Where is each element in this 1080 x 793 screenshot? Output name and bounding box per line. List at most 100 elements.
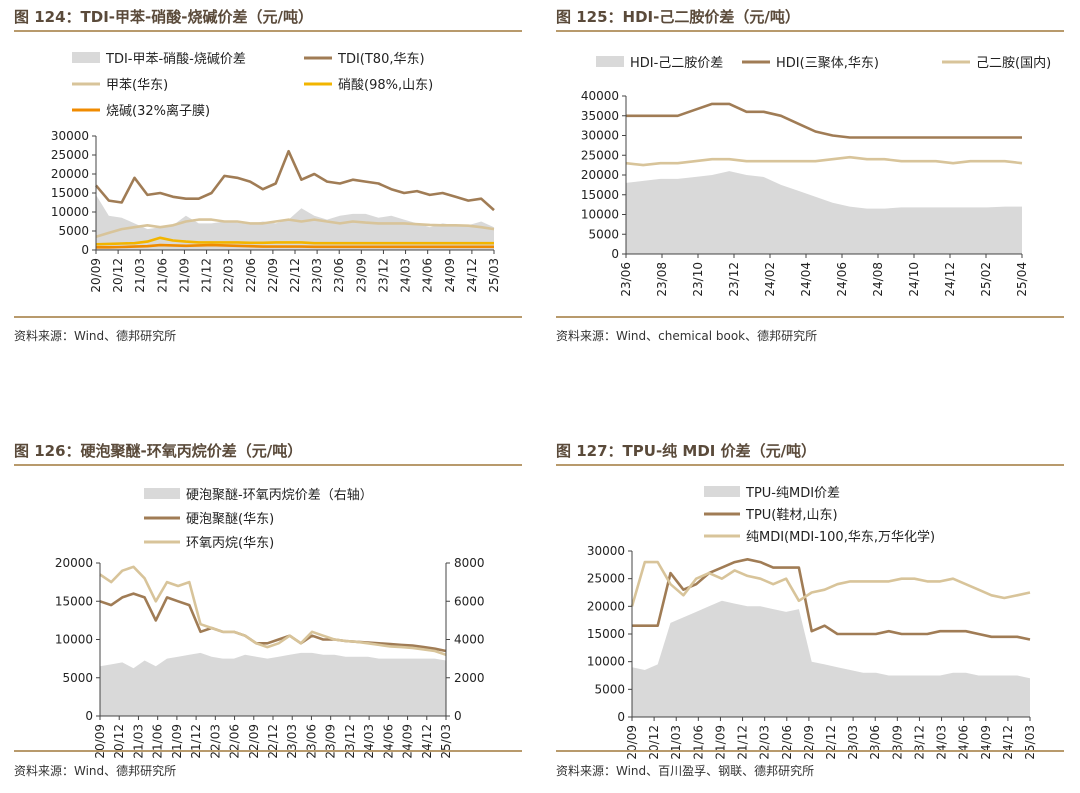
source-note: 资料来源：Wind、chemical book、德邦研究所 xyxy=(556,329,818,343)
x-tick-label: 22/09 xyxy=(802,725,816,760)
x-tick-label: 20/09 xyxy=(93,724,107,759)
source-note: 资料来源：Wind、百川盈孚、钢联、德邦研究所 xyxy=(556,764,815,778)
x-tick-label: 23/06 xyxy=(619,262,633,297)
chart-title: 图 127：TPU-纯 MDI 价差（元/吨） xyxy=(556,442,817,460)
x-tick-label: 20/12 xyxy=(647,725,661,760)
x-tick-label: 23/09 xyxy=(354,258,368,293)
legend-swatch xyxy=(72,52,100,63)
x-tick-label: 21/12 xyxy=(200,258,214,293)
chart-title: 图 124：TDI-甲苯-硝酸-烧碱价差（元/吨） xyxy=(14,8,313,26)
y-tick-label: 5000 xyxy=(594,682,625,696)
y-tick-label: 5000 xyxy=(62,671,93,685)
area-series xyxy=(100,652,446,716)
legend-label: HDI-己二胺价差 xyxy=(630,56,723,71)
x-tick-label: 21/09 xyxy=(713,725,727,760)
line-series xyxy=(632,558,1031,641)
legend-swatch xyxy=(144,488,180,499)
source-note: 资料来源：Wind、德邦研究所 xyxy=(14,764,177,778)
bottom-rule xyxy=(556,316,1064,318)
x-tick-label: 23/10 xyxy=(691,262,705,297)
y2-tick-label: 2000 xyxy=(454,671,485,685)
chart-panel-126: 图 126：硬泡聚醚-环氧丙烷价差（元/吨） 硬泡聚醚-环氧丙烷价差（右轴） 硬泡… xyxy=(14,440,524,785)
chart-127-svg: TPU-纯MDI价差 TPU(鞋材,山东) 纯MDI(MDI-100,华东,万华化学… xyxy=(587,486,1037,760)
title-rule xyxy=(14,464,522,466)
legend-label: TDI(T80,华东) xyxy=(337,52,425,67)
y-tick-label: 25000 xyxy=(51,148,89,162)
x-tick-label: 25/03 xyxy=(439,724,453,759)
line-series xyxy=(95,236,494,246)
legend-label: 硝酸(98%,山东) xyxy=(338,78,433,93)
title-rule xyxy=(14,30,522,32)
y-tick-label: 5000 xyxy=(588,227,619,241)
x-tick-label: 22/06 xyxy=(244,258,258,293)
title-rule xyxy=(556,30,1064,32)
x-tick-label: 22/12 xyxy=(266,724,280,759)
legend-label: HDI(三聚体,华东) xyxy=(776,56,879,71)
legend-label: TPU-纯MDI价差 xyxy=(745,486,840,501)
x-tick-label: 22/03 xyxy=(222,258,236,293)
x-tick-label: 24/03 xyxy=(399,258,413,293)
title-rule xyxy=(556,464,1064,466)
y-tick-label: 25000 xyxy=(587,572,625,586)
x-tick-label: 23/06 xyxy=(304,724,318,759)
x-tick-label: 23/12 xyxy=(343,724,357,759)
x-tick-label: 22/09 xyxy=(266,258,280,293)
x-tick-label: 24/12 xyxy=(420,724,434,759)
y2-tick-label: 6000 xyxy=(454,594,485,608)
x-tick-label: 22/12 xyxy=(288,258,302,293)
x-tick-label: 20/12 xyxy=(111,258,125,293)
y-tick-label: 25000 xyxy=(581,148,619,162)
y-tick-label: 10000 xyxy=(587,655,625,669)
y-tick-label: 20000 xyxy=(581,168,619,182)
x-tick-label: 22/12 xyxy=(824,725,838,760)
legend-label: 硬泡聚醚-环氧丙烷价差（右轴） xyxy=(186,488,373,503)
x-tick-label: 25/03 xyxy=(487,258,501,293)
chart-124-svg: TDI-甲苯-硝酸-烧碱价差 TDI(T80,华东) 甲苯(华东) 硝酸(98%,山东… xyxy=(51,52,501,293)
y-tick-label: 10000 xyxy=(55,633,93,647)
y-tick-label: 15000 xyxy=(51,186,89,200)
x-tick-label: 21/03 xyxy=(669,725,683,760)
x-tick-label: 24/09 xyxy=(443,258,457,293)
bottom-rule xyxy=(556,750,1064,752)
y-tick-label: 5000 xyxy=(58,224,89,238)
x-tick-label: 21/12 xyxy=(189,724,203,759)
x-tick-label: 23/06 xyxy=(332,258,346,293)
legend-label: 烧碱(32%离子膜) xyxy=(106,103,210,119)
legend-label: 甲苯(华东) xyxy=(106,78,168,93)
y-tick-label: 15000 xyxy=(581,188,619,202)
y-tick-label: 30000 xyxy=(51,129,89,143)
line-series xyxy=(99,565,447,657)
x-tick-label: 24/12 xyxy=(943,262,957,297)
legend-swatch xyxy=(596,56,624,67)
x-tick-label: 23/12 xyxy=(727,262,741,297)
x-tick-label: 21/03 xyxy=(133,258,147,293)
x-tick-label: 21/09 xyxy=(170,724,184,759)
x-tick-label: 21/09 xyxy=(177,258,191,293)
x-tick-label: 24/08 xyxy=(871,262,885,297)
line-series xyxy=(626,102,1022,139)
legend-label: 环氧丙烷(华东) xyxy=(186,536,274,551)
x-tick-label: 24/10 xyxy=(907,262,921,297)
y-tick-label: 40000 xyxy=(581,89,619,103)
line-series xyxy=(95,218,495,238)
x-tick-label: 24/03 xyxy=(362,724,376,759)
y-tick-label: 20000 xyxy=(55,556,93,570)
y-tick-label: 10000 xyxy=(51,205,89,219)
line-series xyxy=(630,560,1031,607)
y-tick-label: 30000 xyxy=(581,129,619,143)
legend-label: 己二胺(国内) xyxy=(976,55,1051,71)
chart-panel-125: 图 125：HDI-己二胺价差（元/吨） HDI-己二胺价差 HDI(三聚体,华东… xyxy=(556,6,1066,346)
x-tick-label: 20/09 xyxy=(625,725,639,760)
x-tick-label: 22/03 xyxy=(758,725,772,760)
x-tick-label: 23/03 xyxy=(310,258,324,293)
legend-label: 纯MDI(MDI-100,华东,万华化学) xyxy=(746,529,935,545)
x-tick-label: 24/04 xyxy=(799,262,813,297)
x-tick-label: 21/06 xyxy=(691,725,705,760)
x-tick-label: 24/09 xyxy=(979,725,993,760)
chart-125-svg: HDI-己二胺价差 HDI(三聚体,华东) 己二胺(国内) 0 5000 10000 150… xyxy=(581,55,1051,297)
area-series xyxy=(626,171,1022,254)
area-series xyxy=(96,194,494,250)
area-series xyxy=(632,600,1030,717)
x-tick-label: 21/03 xyxy=(131,724,145,759)
x-tick-label: 25/02 xyxy=(979,262,993,297)
